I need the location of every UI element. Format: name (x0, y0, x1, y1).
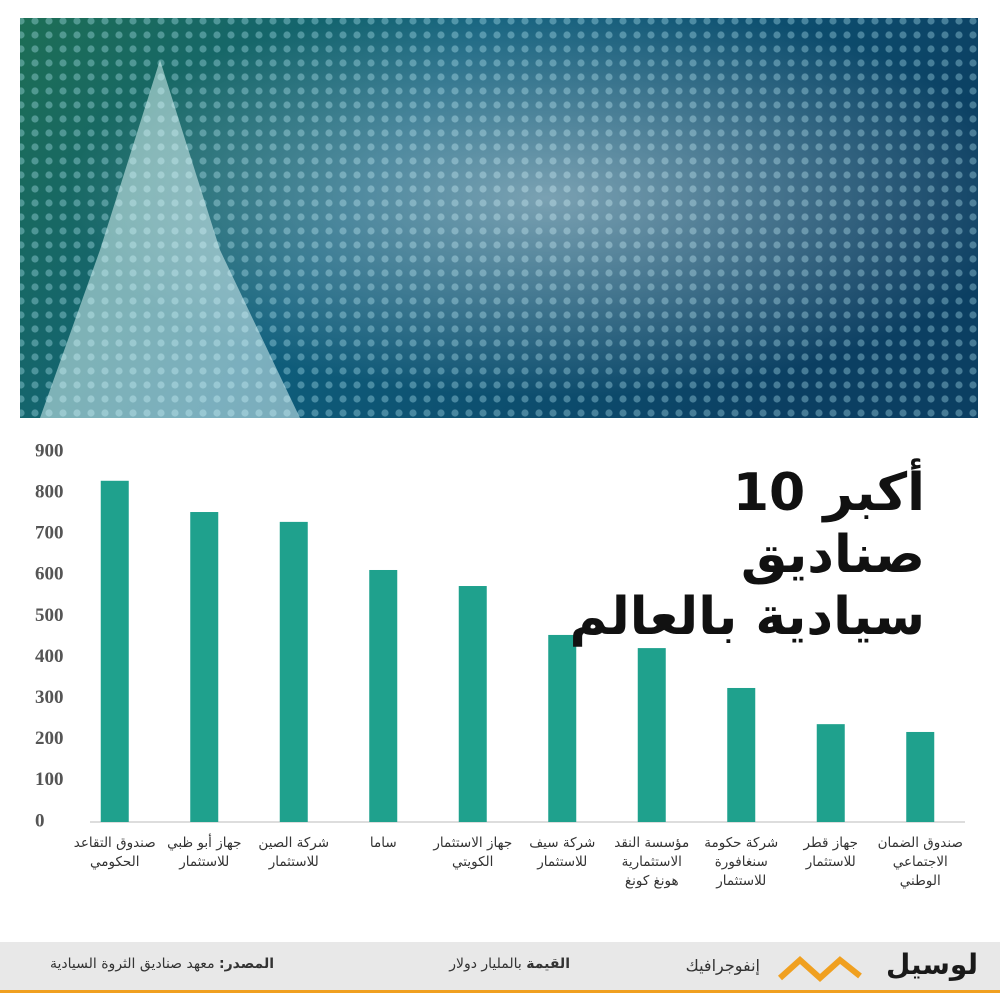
x-tick-label: ساما (369, 835, 397, 851)
bar (637, 648, 666, 822)
y-tick-label: 800 (35, 481, 64, 502)
bar (548, 634, 577, 822)
y-tick-label: 100 (35, 769, 64, 790)
y-tick-label: 200 (35, 728, 64, 749)
x-tick-label: مؤسسة النقد الاستثمارية هونغ كونغ (614, 835, 690, 889)
bar (190, 512, 219, 822)
unit: القيمة بالمليار دولار (449, 956, 570, 972)
y-tick-label: 600 (35, 564, 64, 585)
x-tick-label: جهاز الاستثمار الكويتي (433, 835, 513, 870)
chart-title: أكبر 10 صناديق سيادية بالعالم (569, 463, 926, 647)
source-label: المصدر: (219, 956, 274, 972)
bar (369, 569, 398, 822)
unit-label: القيمة (526, 956, 570, 972)
x-tick-label: صندوق الضمان الاجتماعي الوطني (877, 835, 963, 889)
x-tick-label: صندوق التقاعد الحكومي (73, 835, 156, 870)
bar (906, 731, 935, 822)
x-tick-label: جهاز قطر للاستثمار (803, 835, 858, 870)
unit-text: بالمليار دولار (449, 956, 522, 972)
x-tick-label: شركة سيف للاستثمار (529, 835, 596, 870)
logo: لوسيل (885, 948, 978, 981)
y-tick-label: 0 (35, 810, 45, 831)
footer: لوسيل إنفوجرافيك القيمة بالمليار دولار ا… (0, 942, 1000, 993)
bar (816, 724, 845, 822)
source-text: معهد صناديق الثروة السيادية (50, 956, 215, 972)
y-tick-label: 700 (35, 523, 64, 544)
y-tick-label: 300 (35, 687, 64, 708)
bar (279, 521, 308, 822)
y-tick-label: 400 (35, 646, 64, 667)
header-image (20, 18, 978, 418)
section: إنفوجرافيك (685, 956, 760, 975)
y-tick-label: 900 (35, 440, 64, 461)
source: المصدر: معهد صناديق الثروة السيادية (50, 956, 274, 972)
x-tick-label: جهاز أبو ظبي للاستثمار (167, 835, 242, 870)
y-tick-label: 500 (35, 605, 64, 626)
x-tick-label: شركة الصين للاستثمار (258, 835, 330, 870)
bar (100, 480, 129, 822)
bar (727, 687, 756, 822)
bar (458, 586, 487, 822)
logo-mark (777, 955, 862, 983)
x-tick-label: شركة حكومة سنغافورة للاستثمار (704, 835, 779, 889)
